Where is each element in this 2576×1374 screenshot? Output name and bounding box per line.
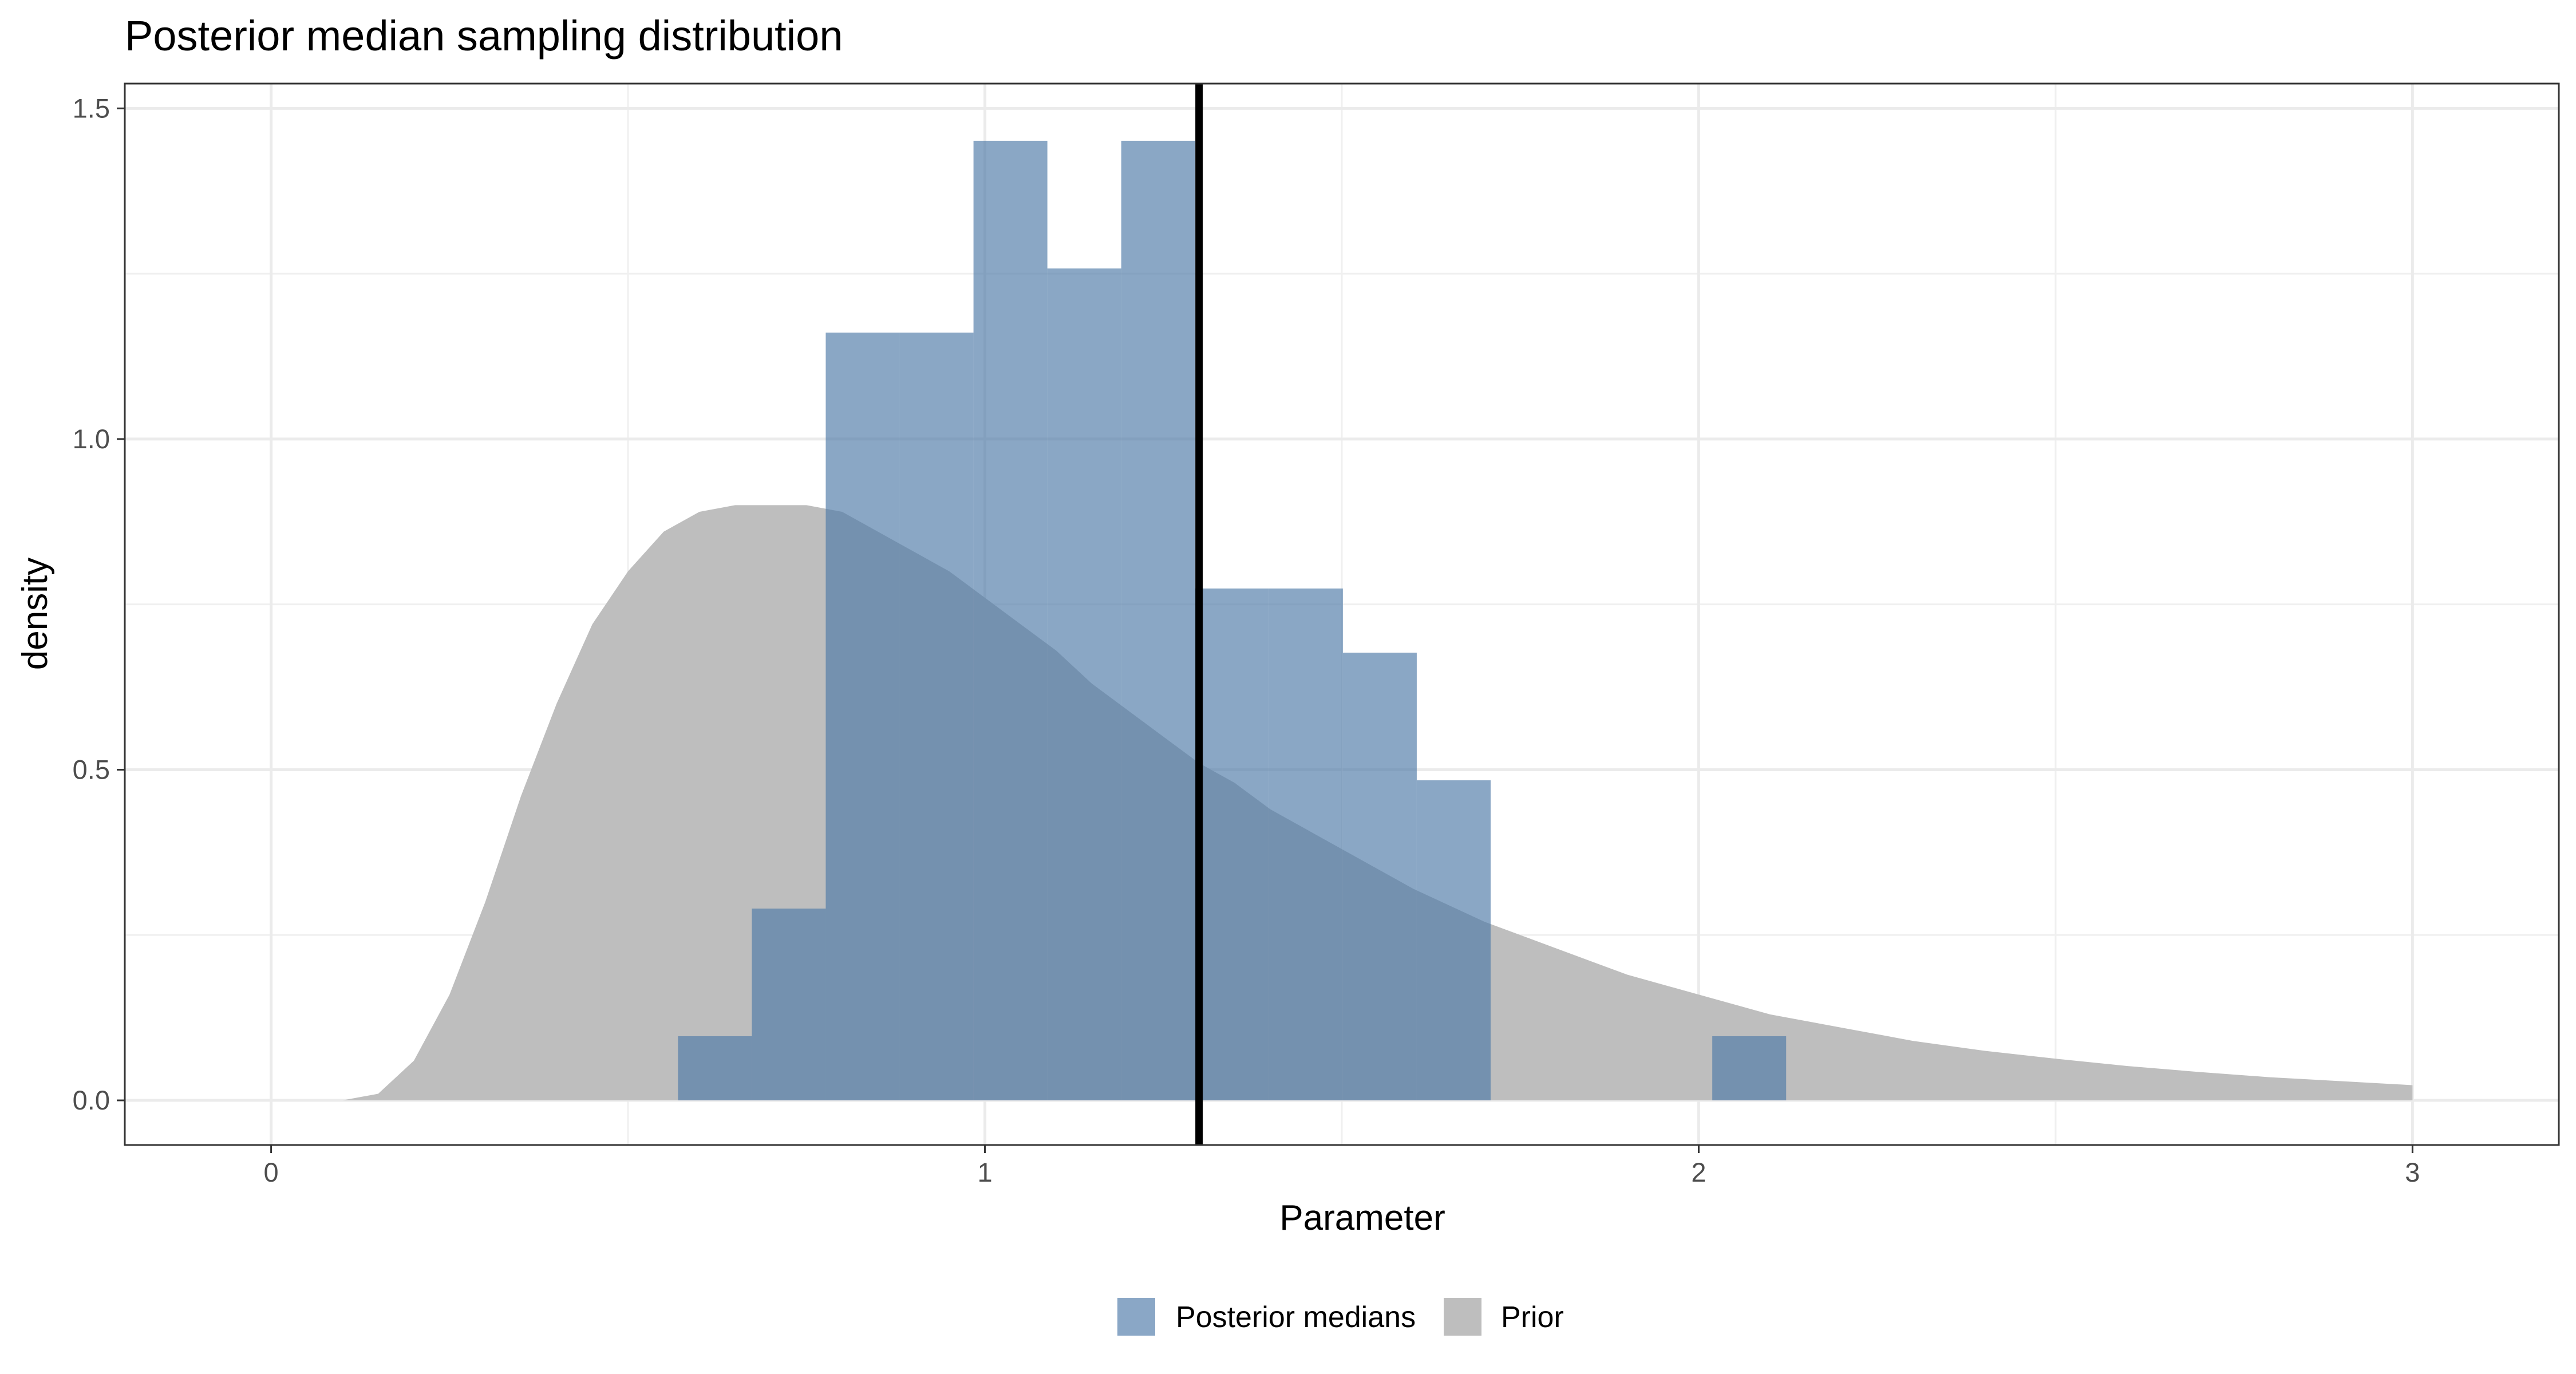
- y-tick-label: 0.5: [73, 754, 110, 784]
- histogram-bar: [1342, 652, 1417, 1101]
- legend-label-posterior: Posterior medians: [1176, 1301, 1416, 1334]
- histogram-bar: [899, 332, 974, 1101]
- legend: Posterior medians Prior: [1117, 1298, 1564, 1336]
- y-axis-title: density: [15, 558, 55, 670]
- histogram-bar: [1195, 588, 1269, 1101]
- histogram-bar: [1047, 268, 1121, 1101]
- y-tick-label: 0.0: [73, 1085, 110, 1115]
- x-tick-label: 2: [1691, 1157, 1706, 1187]
- posterior-histogram: [678, 140, 1787, 1101]
- y-tick-label: 1.0: [73, 424, 110, 454]
- x-tick-label: 3: [2405, 1157, 2420, 1187]
- legend-key-prior: [1444, 1298, 1481, 1336]
- legend-key-posterior: [1117, 1298, 1155, 1336]
- legend-label-prior: Prior: [1501, 1301, 1564, 1334]
- histogram-bar: [825, 332, 900, 1101]
- panel-border: [124, 82, 2560, 1146]
- x-tick-label: 0: [264, 1157, 279, 1187]
- histogram-bar: [1712, 1036, 1787, 1101]
- x-tick-label: 1: [977, 1157, 992, 1187]
- y-tick-label: 1.5: [73, 93, 110, 123]
- x-axis-title: Parameter: [1279, 1198, 1445, 1238]
- histogram-bar: [1269, 588, 1343, 1101]
- histogram-bar: [678, 1036, 752, 1101]
- axis-ticks: 0 1 2 3 0.0 0.5 1.0 1.5: [73, 93, 2420, 1187]
- histogram-bar: [1416, 780, 1491, 1101]
- histogram-bar: [973, 140, 1048, 1101]
- chart-title: Posterior median sampling distribution: [125, 12, 843, 60]
- histogram-bar: [1121, 140, 1195, 1101]
- histogram-bar: [752, 909, 826, 1101]
